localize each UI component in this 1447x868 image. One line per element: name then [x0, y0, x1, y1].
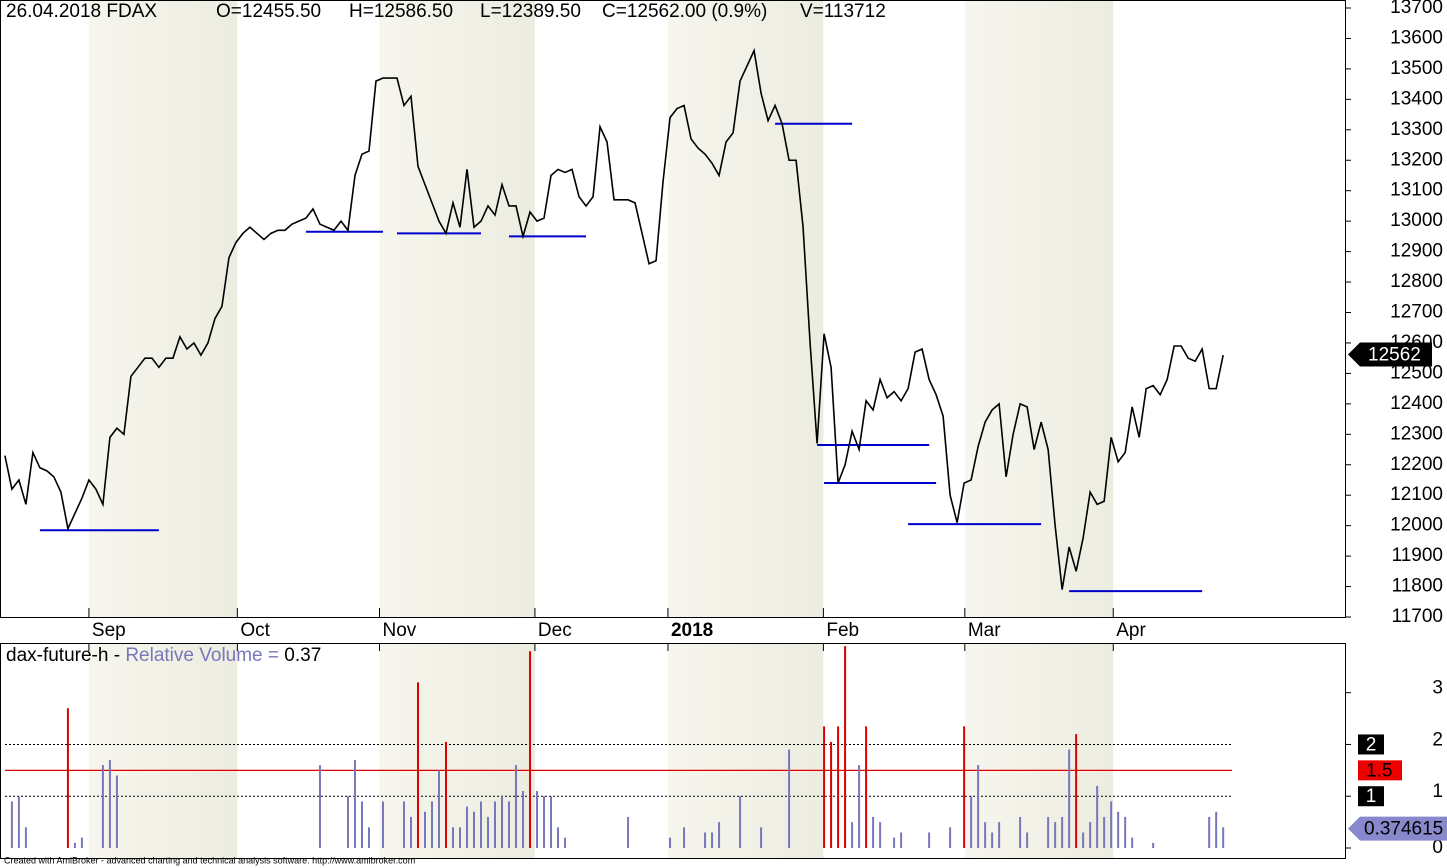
y-tick-label: 13600 — [1390, 27, 1443, 48]
y-tick-label: 12200 — [1390, 454, 1443, 475]
level-badge — [1358, 786, 1384, 807]
header-field: H=12586.50 — [349, 1, 453, 22]
header-field: 26.04.2018 FDAX — [6, 1, 157, 22]
volume-pane — [0, 643, 1346, 859]
header-field: O=12455.50 — [216, 1, 321, 22]
header-field: V=113712 — [800, 1, 886, 22]
indicator-prefix: dax-future-h - — [6, 645, 120, 666]
indicator-value: 0.37 — [284, 645, 321, 666]
y-tick-label: 2 — [1432, 729, 1443, 750]
header-field: L=12389.50 — [480, 1, 581, 22]
price-pane — [0, 0, 1346, 618]
y-tick-label: 11700 — [1392, 606, 1443, 627]
y-tick-label: 13100 — [1390, 180, 1443, 201]
x-tick-label: Sep — [92, 620, 126, 641]
x-tick-label: Apr — [1116, 620, 1146, 641]
y-tick-label: 13000 — [1390, 210, 1443, 231]
y-tick-label: 12300 — [1390, 423, 1443, 444]
y-tick-label: 13200 — [1390, 149, 1443, 170]
level-badge-label: 2 — [1366, 734, 1377, 755]
current-tag — [1348, 816, 1447, 841]
header-field: C=12562.00 (0.9%) — [602, 1, 767, 22]
month-band — [964, 1, 1114, 617]
indicator-title: Relative Volume = — [125, 645, 279, 666]
level-badge — [1358, 734, 1384, 755]
y-tick-label: 12700 — [1390, 302, 1443, 323]
month-band — [964, 644, 1114, 858]
month-band — [88, 1, 238, 617]
y-tick-label: 13500 — [1390, 58, 1443, 79]
y-tick-label: 3 — [1432, 678, 1443, 699]
threshold-badge-label: 1.5 — [1366, 760, 1392, 781]
x-tick-label: Nov — [382, 620, 416, 641]
x-tick-label: Oct — [240, 620, 270, 641]
y-tick-label: 12100 — [1390, 484, 1443, 505]
y-tick-label: 1 — [1432, 781, 1443, 802]
y-tick-label: 13700 — [1390, 0, 1443, 18]
y-tick-label: 11800 — [1392, 576, 1443, 597]
month-band — [88, 644, 238, 858]
y-tick-label: 13300 — [1390, 119, 1443, 140]
current-label: 0.374615 — [1364, 819, 1443, 840]
footer: Created with AmiBroker - advanced charti… — [4, 855, 415, 865]
y-tick-label: 12500 — [1390, 362, 1443, 383]
y-tick-label: 11900 — [1392, 545, 1443, 566]
volume-title: dax-future-h - Relative Volume = 0.37 — [6, 645, 321, 666]
y-tick-label: 0 — [1432, 837, 1443, 858]
y-tick-label: 12800 — [1390, 271, 1443, 292]
month-band — [667, 1, 824, 617]
y-tick-label: 12900 — [1390, 241, 1443, 262]
threshold-badge — [1358, 760, 1402, 781]
month-band — [667, 644, 824, 858]
last-price-label: 12562 — [1368, 345, 1421, 366]
x-tick-label: 2018 — [671, 620, 713, 641]
header: 26.04.2018 FDAX O=12455.50 H=12586.50 L=123… — [6, 1, 886, 22]
y-tick-label: 12000 — [1390, 515, 1443, 536]
level-badge-label: 1 — [1366, 786, 1377, 807]
x-tick-label: Dec — [538, 620, 572, 641]
last-price-tag — [1348, 342, 1432, 367]
y-tick-label: 12400 — [1390, 393, 1443, 414]
month-band — [379, 1, 535, 617]
y-tick-label: 13400 — [1390, 88, 1443, 109]
month-band — [379, 644, 535, 858]
price-line — [4, 47, 1224, 590]
x-tick-label: Mar — [968, 620, 1001, 641]
x-tick-label: Feb — [826, 620, 859, 641]
